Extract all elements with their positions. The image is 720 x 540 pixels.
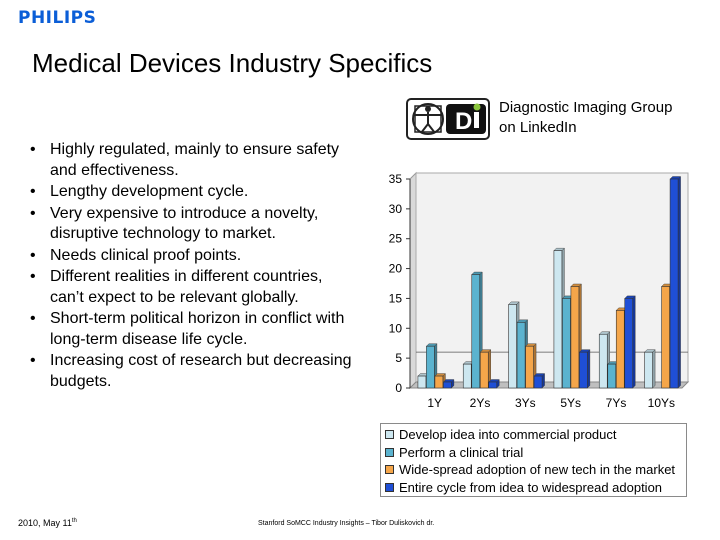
- bullet-item: Needs clinical proof points.: [28, 246, 358, 267]
- bar-chart: 0 5 10 15 20 25 30 35 1Y 2Ys 3Ys 5Ys 7Ys 10Ys: [389, 171, 690, 410]
- x-tick-label: 5Ys: [560, 396, 581, 410]
- legend-entry: Entire cycle from idea to widespread ado…: [385, 479, 682, 497]
- legend-label: Develop idea into commercial product: [399, 427, 617, 443]
- bar: [598, 333, 608, 389]
- bar: [615, 310, 625, 389]
- legend-label: Entire cycle from idea to widespread ado…: [399, 479, 663, 495]
- bar: [669, 178, 679, 389]
- chart-side-wall: [409, 171, 417, 390]
- bar: [624, 298, 634, 389]
- bar: [426, 345, 435, 389]
- bar: [562, 298, 571, 389]
- bar: [607, 363, 617, 389]
- y-tick-label: 20: [389, 262, 403, 276]
- bullet-item: Lengthy development cycle.: [28, 182, 358, 203]
- bar: [661, 286, 670, 389]
- bullet-list: Highly regulated, mainly to ensure safet…: [28, 140, 358, 393]
- x-tick-label: 7Ys: [606, 396, 627, 410]
- legend-swatch: [385, 430, 394, 440]
- y-tick-label: 25: [389, 232, 403, 246]
- bullet-item: Increasing cost of research but decreasi…: [28, 351, 358, 392]
- legend-entry: Wide-spread adoption of new tech in the …: [385, 461, 682, 479]
- bar: [462, 363, 472, 389]
- bar: [488, 381, 498, 389]
- y-tick-label: 5: [395, 351, 402, 365]
- bar: [508, 304, 517, 389]
- y-tick-label: 10: [389, 321, 403, 335]
- svg-text:D: D: [455, 108, 472, 135]
- bar: [417, 375, 427, 389]
- y-tick-label: 15: [389, 291, 403, 305]
- bar: [479, 351, 489, 389]
- legend-label: Wide-spread adoption of new tech in the …: [399, 462, 676, 478]
- slide-title: Medical Devices Industry Specifics: [32, 48, 433, 78]
- legend-label: Perform a clinical trial: [399, 444, 524, 460]
- logo-caption-line2: on LinkedIn: [499, 119, 577, 136]
- bullet-item: Very expensive to introduce a novelty, d…: [28, 204, 358, 245]
- legend-swatch: [385, 465, 394, 475]
- bar-side: [632, 295, 636, 389]
- bullet-item: Highly regulated, mainly to ensure safet…: [28, 140, 358, 181]
- bar: [471, 274, 481, 389]
- footer-source: Stanford SoMCC Industry Insights – Tibor…: [258, 520, 435, 527]
- logo-caption-line1: Diagnostic Imaging Group: [499, 99, 673, 116]
- x-tick-label: 2Ys: [470, 396, 491, 410]
- philips-logo: PHILIPS: [18, 8, 97, 28]
- bar-side: [652, 349, 656, 389]
- bar: [570, 286, 580, 389]
- bar-side: [677, 176, 681, 389]
- x-tick-label: 10Ys: [648, 396, 675, 410]
- bar: [553, 250, 563, 389]
- bar: [579, 351, 588, 389]
- bar: [434, 375, 444, 389]
- bar: [644, 351, 653, 389]
- x-tick-label: 1Y: [427, 396, 442, 410]
- bar: [533, 375, 543, 389]
- y-tick-label: 35: [389, 172, 403, 186]
- bar: [516, 322, 526, 389]
- chart-legend: Develop idea into commercial product Perf…: [380, 423, 687, 497]
- bar: [443, 381, 452, 389]
- legend-swatch: [385, 482, 394, 492]
- x-tick-label: 3Ys: [515, 396, 536, 410]
- vitruvian-man-di-logo-icon[interactable]: D: [406, 98, 490, 140]
- legend-entry: Develop idea into commercial product: [385, 426, 682, 444]
- bar: [525, 345, 534, 389]
- bullet-item: Different realities in different countri…: [28, 267, 358, 308]
- legend-entry: Perform a clinical trial: [385, 444, 682, 462]
- legend-swatch: [385, 447, 394, 457]
- footer-date: 2010, May 11th: [18, 518, 77, 528]
- bullet-item: Short-term political horizon in conflict…: [28, 309, 358, 350]
- y-tick-label: 0: [395, 381, 402, 395]
- chart-back-wall: [415, 172, 689, 383]
- bar-side: [587, 349, 591, 389]
- y-tick-label: 30: [389, 202, 403, 216]
- logo-caption[interactable]: Diagnostic Imaging Group on LinkedIn: [499, 98, 714, 138]
